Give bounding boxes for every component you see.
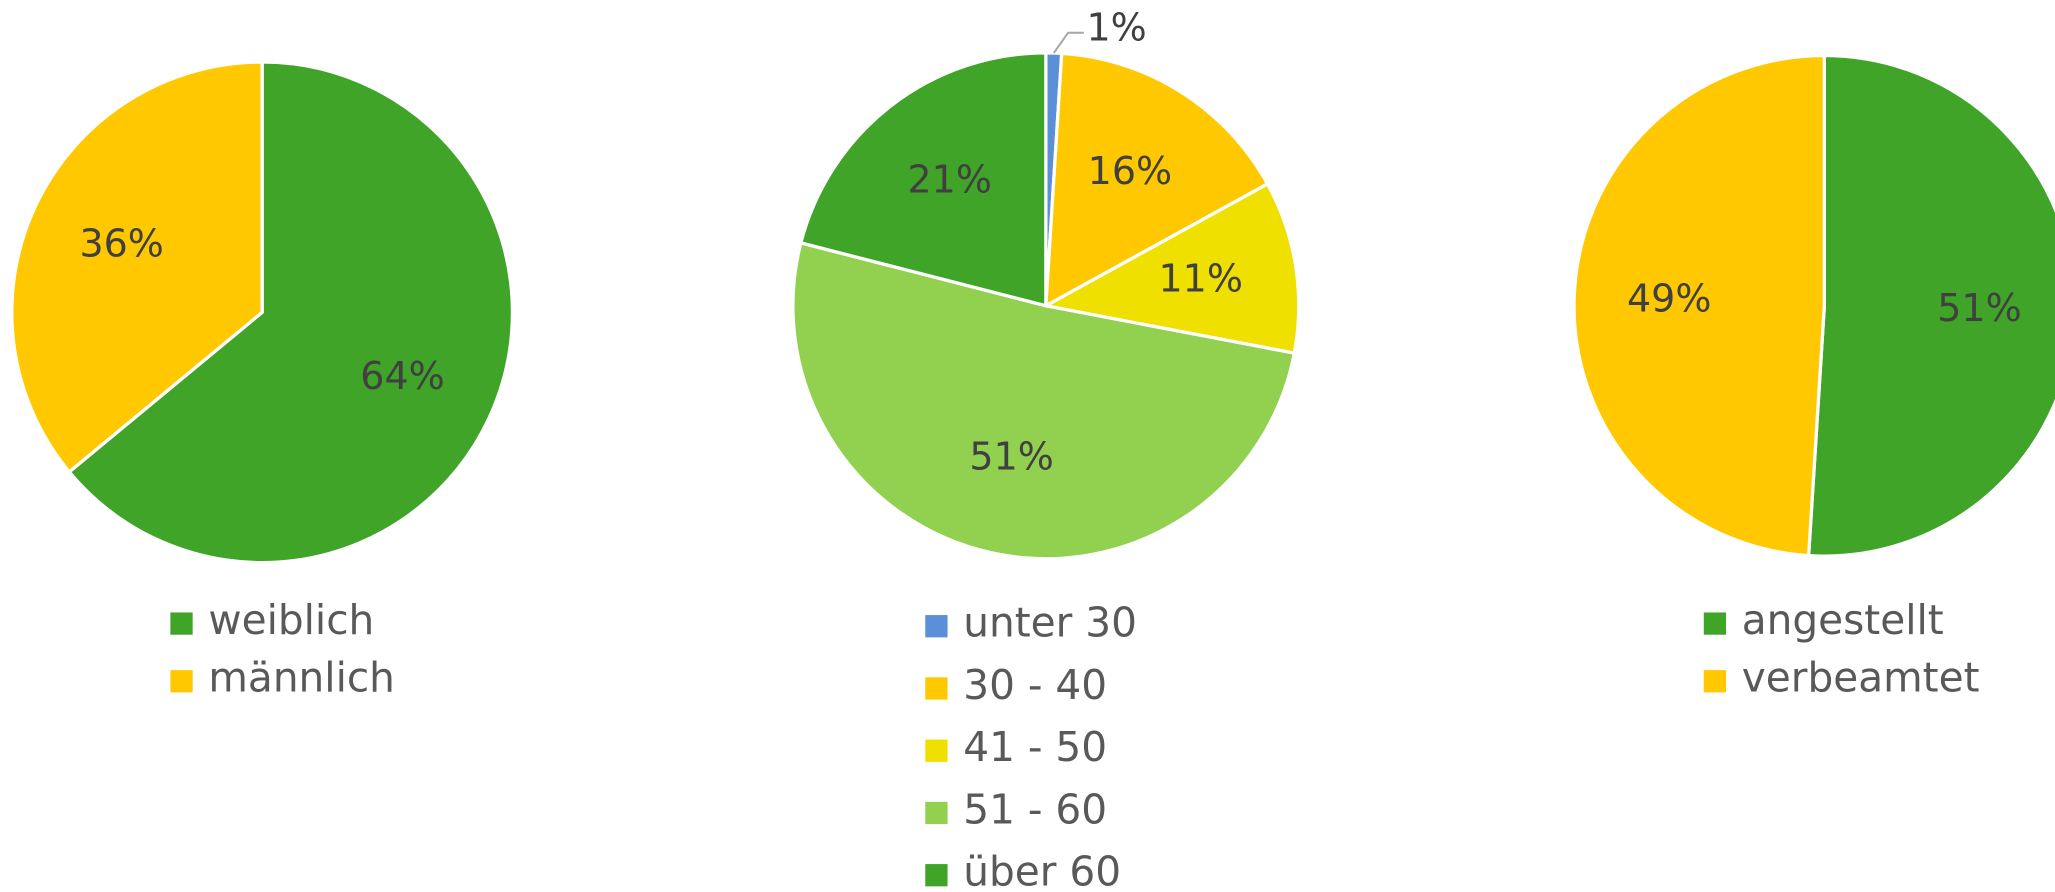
data-label: 1%	[1086, 6, 1146, 50]
data-label: 51%	[969, 434, 1053, 478]
data-label: 16%	[1088, 149, 1172, 193]
pie-slice	[798, 51, 1048, 308]
legend-label: 51 - 60	[963, 785, 1107, 833]
legend-swatch	[925, 864, 948, 887]
data-label: 36%	[79, 222, 163, 266]
pie-slice	[1041, 181, 1301, 356]
legend-swatch	[1703, 670, 1727, 693]
legend-label: angestellt	[1742, 596, 1944, 644]
legend-swatch	[170, 612, 193, 635]
legend-swatch	[925, 739, 948, 762]
pie-slice	[1572, 53, 1826, 558]
data-label: 21%	[907, 157, 991, 201]
legend-label: 41 - 50	[963, 723, 1107, 771]
legend-swatch	[925, 677, 948, 700]
legend-label: verbeamtet	[1742, 654, 1980, 702]
pie-slice	[1806, 53, 2055, 558]
legend-label: über 60	[963, 848, 1121, 892]
pie-slice	[10, 60, 264, 475]
legend-swatch	[170, 670, 193, 693]
pie-slice	[66, 60, 515, 565]
legend-swatch	[925, 801, 948, 825]
legend-swatch	[925, 615, 948, 638]
data-label: 49%	[1627, 276, 1711, 320]
legend-swatch	[1703, 612, 1727, 635]
legend-label: weiblich	[208, 596, 374, 644]
legend-label: männlich	[208, 654, 395, 702]
legend-label: unter 30	[963, 599, 1137, 647]
data-label: 51%	[1937, 286, 2021, 330]
pie-slice	[1044, 51, 1270, 309]
leader-line	[1052, 31, 1084, 54]
legend-label: 30 - 40	[963, 661, 1107, 709]
data-label: 11%	[1159, 257, 1243, 301]
pie-slice	[791, 240, 1297, 561]
data-label: 64%	[360, 354, 444, 398]
